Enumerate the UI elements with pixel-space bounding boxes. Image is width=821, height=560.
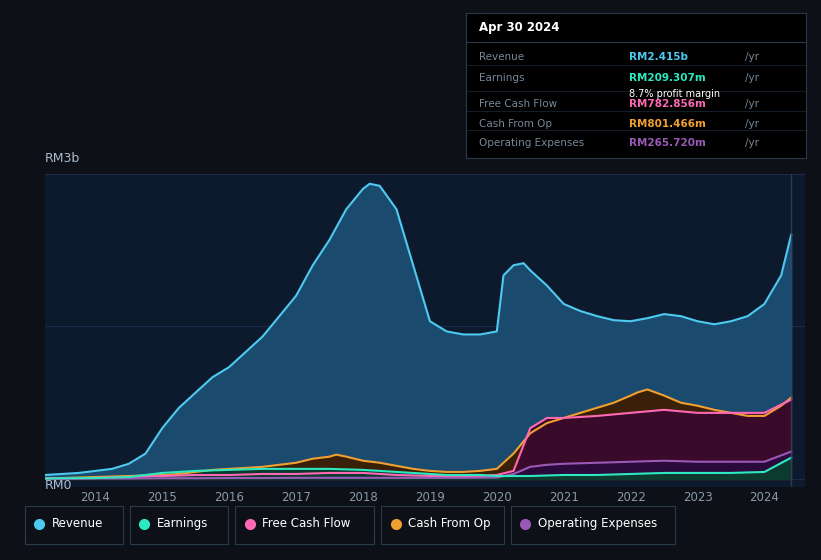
- Text: RM2.415b: RM2.415b: [629, 52, 688, 62]
- Text: Earnings: Earnings: [157, 517, 209, 530]
- Text: Free Cash Flow: Free Cash Flow: [262, 517, 351, 530]
- Text: Cash From Op: Cash From Op: [408, 517, 490, 530]
- Text: Operating Expenses: Operating Expenses: [479, 138, 585, 148]
- Text: Revenue: Revenue: [52, 517, 103, 530]
- Text: Earnings: Earnings: [479, 73, 525, 83]
- Text: /yr: /yr: [745, 52, 759, 62]
- Text: Operating Expenses: Operating Expenses: [538, 517, 657, 530]
- Text: Free Cash Flow: Free Cash Flow: [479, 100, 557, 109]
- Text: /yr: /yr: [745, 119, 759, 129]
- Text: RM801.466m: RM801.466m: [629, 119, 706, 129]
- Text: /yr: /yr: [745, 138, 759, 148]
- Text: Apr 30 2024: Apr 30 2024: [479, 21, 560, 34]
- Text: RM0: RM0: [45, 479, 72, 492]
- Text: Cash From Op: Cash From Op: [479, 119, 553, 129]
- Text: /yr: /yr: [745, 73, 759, 83]
- Text: /yr: /yr: [745, 100, 759, 109]
- Text: RM209.307m: RM209.307m: [629, 73, 706, 83]
- Text: 8.7% profit margin: 8.7% profit margin: [629, 88, 720, 99]
- Text: Revenue: Revenue: [479, 52, 525, 62]
- Text: RM782.856m: RM782.856m: [629, 100, 706, 109]
- Text: RM3b: RM3b: [45, 152, 80, 165]
- Text: RM265.720m: RM265.720m: [629, 138, 706, 148]
